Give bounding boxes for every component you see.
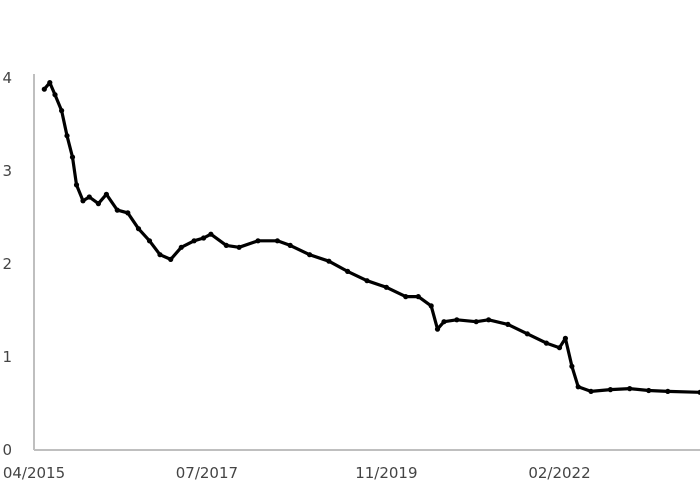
y-tick-label: 3 xyxy=(2,162,12,180)
series-point xyxy=(41,86,47,92)
series-point xyxy=(80,198,86,204)
series-point xyxy=(64,133,70,139)
y-axis: 0 1 2 3 4 xyxy=(2,69,35,459)
series-point xyxy=(505,321,511,327)
series-point xyxy=(146,238,153,244)
series-point xyxy=(415,294,421,300)
series-point xyxy=(588,388,594,394)
series-point xyxy=(454,317,460,323)
series-point xyxy=(287,242,293,248)
series-point xyxy=(697,389,700,395)
series-line xyxy=(42,81,700,394)
x-tick-label: 07/2017 xyxy=(176,464,238,482)
series-point xyxy=(168,256,174,262)
series-point xyxy=(556,345,563,351)
series-group xyxy=(41,80,700,395)
x-tick-labels: 04/2015 07/2017 11/2019 02/2022 xyxy=(3,464,591,482)
series-point xyxy=(403,294,409,300)
series-point xyxy=(135,226,142,232)
series-point xyxy=(125,210,131,216)
series-point xyxy=(364,278,370,284)
series-point xyxy=(236,244,242,250)
series-point xyxy=(575,384,581,390)
series-point xyxy=(326,258,332,264)
series-point xyxy=(607,387,614,393)
series-point xyxy=(307,252,313,258)
series-point xyxy=(201,235,207,241)
y-tick-labels: 0 1 2 3 4 xyxy=(2,69,12,459)
series-point xyxy=(524,331,530,337)
series-point xyxy=(103,191,109,197)
series-point xyxy=(95,201,101,207)
series-point xyxy=(562,335,569,341)
x-tick-label: 11/2019 xyxy=(355,464,417,482)
series-point xyxy=(345,268,351,274)
series-point xyxy=(69,154,76,160)
series-point xyxy=(569,363,575,369)
series-point xyxy=(59,108,65,114)
series-point xyxy=(114,207,120,213)
y-tick-label: 4 xyxy=(2,69,12,87)
series-point xyxy=(52,92,58,98)
series-point xyxy=(441,319,447,325)
series-point xyxy=(428,303,434,309)
series-point xyxy=(191,238,197,244)
series-point xyxy=(73,182,80,188)
series-point xyxy=(178,244,184,250)
series-point xyxy=(627,386,633,392)
x-axis: 04/2015 07/2017 11/2019 02/2022 xyxy=(3,449,700,482)
series-point xyxy=(157,252,163,258)
series-point xyxy=(223,242,229,248)
series-point xyxy=(543,340,550,346)
series-point xyxy=(274,238,280,244)
series-point xyxy=(255,238,261,244)
series-point xyxy=(473,319,479,325)
series-point xyxy=(434,326,441,332)
series-point xyxy=(86,194,92,200)
y-tick-label: 0 xyxy=(2,441,12,459)
series-point xyxy=(486,317,492,323)
x-tick-label: 02/2022 xyxy=(528,464,590,482)
series-point xyxy=(383,284,389,290)
series-point xyxy=(665,388,671,394)
x-tick-label: 04/2015 xyxy=(3,464,65,482)
y-tick-label: 1 xyxy=(2,348,12,366)
series-point xyxy=(646,387,652,394)
series-point xyxy=(47,80,53,86)
y-tick-label: 2 xyxy=(2,255,12,273)
series-point xyxy=(208,231,214,237)
